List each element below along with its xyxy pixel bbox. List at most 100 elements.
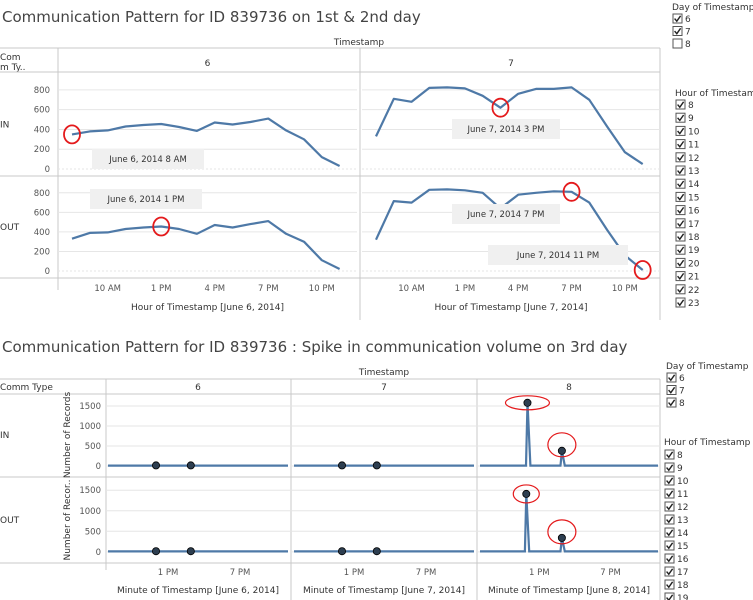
day-checkbox-8[interactable]	[666, 397, 677, 408]
chart2-point-marker	[337, 547, 346, 556]
chart1-annotation-box	[488, 245, 628, 265]
checkmark-icon	[666, 490, 674, 498]
checkmark-icon	[666, 451, 674, 459]
hour-checkbox-8[interactable]	[675, 99, 686, 110]
hour-checkbox-17[interactable]	[675, 218, 686, 229]
chart2-point-marker	[151, 461, 160, 470]
hour-filter-title: Hour of Timestamp	[664, 438, 751, 448]
chart1-highlight-circle	[633, 260, 652, 280]
checkmark-icon	[677, 193, 685, 201]
hour-checkbox-label: 10	[688, 127, 700, 137]
checkmark-icon	[666, 542, 674, 550]
checkmark-icon	[677, 167, 685, 175]
day-checkbox-label: 7	[679, 387, 685, 397]
chart1-column-label-7: 7	[508, 59, 514, 69]
day-checkbox-7[interactable]	[672, 26, 683, 36]
chart2-x-tick: 1 PM	[529, 568, 550, 578]
chart2-y-tick: 500	[85, 527, 101, 537]
checkmark-icon	[677, 206, 685, 214]
hour-checkbox-label: 13	[677, 516, 688, 526]
checkmark-icon	[668, 386, 676, 394]
chart2-x-axis-label-7: Minute of Timestamp [June 7, 2014]	[303, 586, 465, 596]
chart1-panels: Timestamp Comm Ty.. 6 7 IN 0 200 400 600 800 OUT 0 2…	[0, 38, 661, 320]
hour-checkbox-10[interactable]	[675, 125, 686, 136]
filter-panel-bottom: Day of Timestamp 6 7 8 Hour of Timestamp 8 9 10…	[664, 362, 751, 600]
chart2-column-label-8: 8	[566, 383, 572, 393]
hour-checkbox-12[interactable]	[675, 152, 686, 163]
hour-checkbox-9[interactable]	[664, 462, 675, 473]
chart2-spike-marker	[557, 533, 566, 542]
hour-checkbox-label: 19	[677, 594, 689, 600]
hour-checkbox-13[interactable]	[675, 165, 686, 176]
day-checkbox-label: 8	[679, 399, 685, 409]
chart1-highlight-circle	[562, 181, 581, 202]
checkmark-icon	[666, 503, 674, 511]
chart2-x-tick: 7 PM	[600, 568, 621, 578]
hour-checkbox-13[interactable]	[664, 514, 675, 525]
hour-checkbox-14[interactable]	[675, 178, 686, 189]
chart2-x-tick: 7 PM	[230, 568, 251, 578]
chart2-x-tick: 1 PM	[158, 568, 179, 578]
hour-checkbox-19[interactable]	[675, 244, 686, 255]
chart1-row-label-out: OUT	[0, 223, 20, 233]
hour-checkbox-14[interactable]	[664, 527, 675, 538]
chart2-y-tick: 1000	[79, 507, 101, 517]
chart1-x-tick: 4 PM	[204, 284, 225, 294]
chart1-x-tick: 1 PM	[151, 284, 172, 294]
chart2-column-header: Timestamp	[358, 368, 410, 378]
day-checkbox-label: 8	[685, 40, 691, 50]
hour-checkbox-label: 12	[688, 154, 699, 164]
hour-checkbox-9[interactable]	[675, 112, 686, 123]
chart1-x-tick: 10 AM	[398, 284, 425, 294]
chart2-point-marker	[151, 547, 160, 556]
checkmark-icon	[666, 529, 674, 537]
hour-checkbox-23[interactable]	[675, 297, 686, 308]
chart1-annotation-label: June 6, 2014 8 AM	[108, 155, 187, 165]
chart2-highlight-circle	[512, 484, 540, 504]
chart2-y-tick: 1500	[79, 486, 101, 496]
checkmark-icon	[677, 286, 685, 294]
hour-filter-title: Hour of Timestamp	[675, 89, 753, 99]
chart1-annotation-label: June 7, 2014 11 PM	[516, 251, 599, 261]
chart1-column-header: Timestamp	[333, 38, 385, 48]
chart2-x-axis-label-6: Minute of Timestamp [June 6, 2014]	[117, 586, 279, 596]
hour-checkbox-16[interactable]	[664, 553, 675, 564]
hour-checkbox-11[interactable]	[675, 139, 686, 150]
chart1-y-tick: 200	[34, 247, 50, 257]
chart2-y-tick: 500	[85, 442, 101, 452]
chart1-annotation-box	[92, 149, 204, 169]
day-checkbox-6[interactable]	[666, 372, 677, 383]
hour-checkbox-label: 19	[688, 246, 700, 256]
hour-checkbox-16[interactable]	[675, 205, 686, 216]
chart1-row-header: Com	[0, 53, 21, 63]
chart1-y-tick: 400	[34, 228, 50, 238]
chart1-y-tick: 800	[34, 189, 50, 199]
chart1-x-tick: 10 AM	[94, 284, 121, 294]
hour-checkbox-17[interactable]	[664, 566, 675, 577]
chart1-row-header: m Ty..	[0, 63, 26, 73]
hour-checkbox-10[interactable]	[664, 475, 675, 486]
hour-checkbox-18[interactable]	[664, 579, 675, 590]
hour-checkbox-20[interactable]	[675, 257, 686, 268]
hour-checkbox-15[interactable]	[675, 191, 686, 202]
chart2-y-tick: 0	[96, 548, 101, 558]
hour-checkbox-8[interactable]	[664, 449, 675, 460]
chart2-highlight-circle	[504, 395, 551, 411]
day-checkbox-6[interactable]	[672, 13, 683, 24]
checkmark-icon	[677, 127, 685, 135]
hour-checkbox-11[interactable]	[664, 488, 675, 499]
hour-checkbox-19[interactable]	[664, 592, 675, 600]
chart1-series-7-in	[375, 86, 644, 166]
hour-checkbox-22[interactable]	[675, 284, 686, 295]
day-checkbox-7[interactable]	[666, 385, 677, 395]
chart2-title: Communication Pattern for ID 839736 : Sp…	[2, 338, 628, 356]
day-checkbox-8[interactable]	[672, 38, 683, 49]
hour-checkbox-18[interactable]	[675, 231, 686, 242]
hour-checkbox-15[interactable]	[664, 540, 675, 551]
checkmark-icon	[666, 477, 674, 485]
checkmark-icon	[674, 27, 682, 35]
hour-checkbox-12[interactable]	[664, 501, 675, 512]
hour-checkbox-21[interactable]	[675, 271, 686, 282]
chart1-annotation-box	[90, 189, 202, 209]
hour-checkbox-label: 23	[688, 299, 699, 309]
